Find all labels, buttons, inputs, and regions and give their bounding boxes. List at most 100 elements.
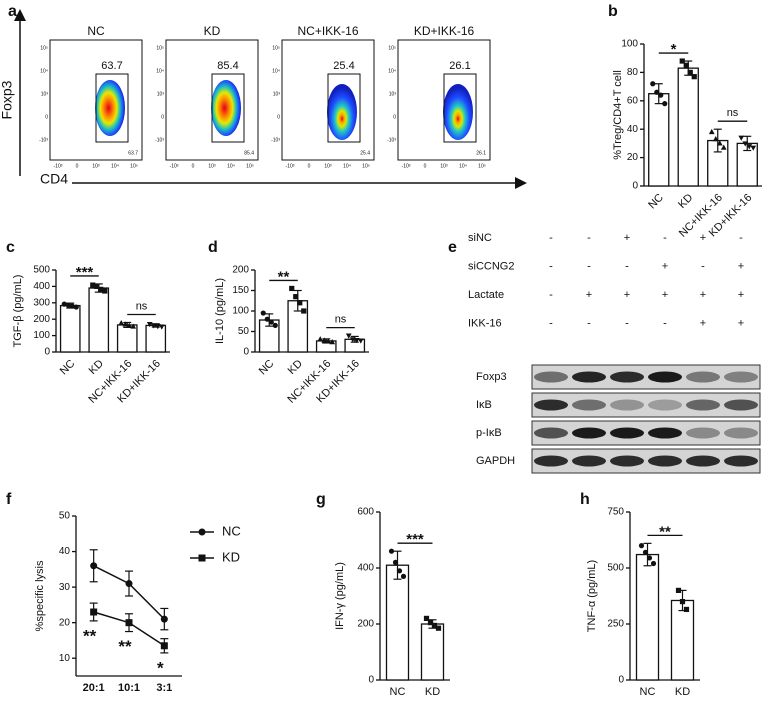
band [724,455,758,467]
band [610,399,644,411]
band [610,427,644,439]
marker [353,338,360,344]
lane-sign: - [587,232,591,244]
marker [260,310,266,316]
x-tick-label: KD [676,192,695,211]
marker [150,323,157,329]
panel-label: a [8,3,17,20]
panel-label: h [580,491,590,508]
marker [738,135,745,141]
band [724,427,758,439]
plot-title: KD [204,24,221,38]
panel-label: f [6,491,12,508]
flow-x-tick: 0 [308,163,311,169]
marker [683,62,689,68]
flow-y-tick: 0 [393,114,396,120]
lane-sign: - [549,260,553,272]
marker [431,622,438,628]
lane-sign: + [700,232,706,244]
gate-label: 25.4 [333,60,354,72]
marker [154,324,161,330]
marker [716,140,723,146]
lane-sign: - [625,260,629,272]
flow-x-tick: 10⁴ [227,163,235,169]
y-tick-label: 0 [368,675,374,686]
plot-title: NC [87,24,105,38]
marker [638,543,645,549]
marker [388,548,395,554]
annotation: ** [83,626,97,645]
flow-x-tick: 10⁵ [246,163,254,169]
band [648,399,682,411]
flow-x-tick: 10⁵ [130,163,138,169]
lane-sign: + [624,289,630,301]
flow-x-tick: 10³ [440,163,448,169]
significance-label: ns [335,314,347,326]
lane-sign: - [663,232,667,244]
flow-y-tick: -10³ [271,137,280,143]
marker [750,145,757,151]
x-tick-label: KD [286,358,305,377]
lane-sign: - [587,317,591,329]
band [572,399,606,411]
flow-y-tick: 10⁵ [272,45,280,51]
marker [396,568,403,574]
marker [683,606,690,613]
y-tick-label: 200 [33,314,50,325]
blot-strip [531,448,761,474]
y-tick-label: 80 [627,67,639,78]
band-label: GAPDH [476,455,515,467]
y-tick-label: 0 [618,675,624,686]
flow-y-tick: 0 [161,114,164,120]
x-tick-label: KD [87,358,106,377]
lane-sign: + [662,289,668,301]
gate-corner: 25.4 [360,150,370,156]
flow-x-tick: 10³ [208,163,216,169]
marker [742,141,749,147]
density [443,84,473,140]
y-tick-label: 300 [33,297,50,308]
x-tick-label: NC [390,686,406,698]
y-tick-label: 400 [33,281,50,292]
marker [289,285,295,292]
significance-label: ** [659,523,671,540]
bar [670,599,695,681]
condition-label: Lactate [468,289,504,301]
band [686,427,720,439]
marker [646,555,653,561]
bar [116,324,138,353]
marker [679,58,685,64]
y-label: %Treg/CD4+T cell [612,70,624,160]
marker [708,128,715,135]
significance-label: ** [278,268,290,285]
marker [662,101,668,107]
y-tick-label: 250 [607,619,624,630]
marker [90,562,98,570]
lane-sign: - [587,260,591,272]
marker [301,308,307,314]
flow-y-tick: -10³ [155,137,164,143]
density [327,84,357,140]
y-tick-label: 0 [44,347,50,358]
density [211,80,241,136]
flow-y-tick: 10³ [273,91,281,97]
lane-sign: + [586,289,592,301]
y-tick-label: 40 [627,124,639,135]
lane-sign: - [549,232,553,244]
y-tick-label: 200 [357,619,374,630]
lane-sign: + [700,317,706,329]
band [648,455,682,467]
band [686,371,720,383]
flow-x-tick: -10³ [286,163,295,169]
lane-sign: - [549,317,553,329]
x-tick-label: NC [646,192,666,212]
flow-y-tick: 10⁴ [388,68,396,74]
plot-title: KD+IKK-16 [414,24,475,38]
marker [712,136,719,142]
y-tick-label: 0 [632,181,638,192]
band [610,455,644,467]
marker [297,300,303,306]
legend-label: NC [222,523,241,538]
band [534,455,568,467]
gate-corner: 26.1 [476,150,486,156]
